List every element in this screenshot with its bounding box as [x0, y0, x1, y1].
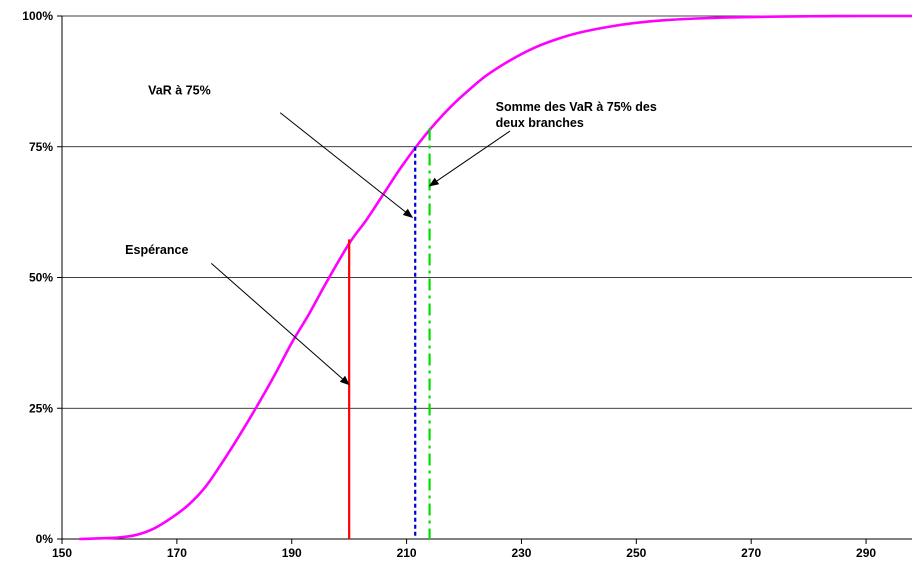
x-tick-label: 170 — [167, 546, 187, 560]
series-layer — [79, 14, 913, 541]
cdf-series-line — [79, 14, 913, 541]
annotations: Espérance VaR à 75% Somme des VaR à 75% de… — [125, 83, 657, 386]
x-tick-label: 290 — [856, 546, 876, 560]
annotation-var75-arrow — [279, 112, 414, 218]
y-tick-label: 25% — [29, 401, 53, 415]
y-tick-label: 50% — [29, 271, 53, 285]
annotation-sum-var75-text: deux branches — [496, 116, 584, 130]
x-tick-label: 270 — [741, 546, 761, 560]
x-tick-label: 250 — [626, 546, 646, 560]
x-tick-label: 210 — [397, 546, 417, 560]
x-tick-label: 230 — [511, 546, 531, 560]
axes: 0% 25% 50% 75% 100% 150 170 190 210 230 250 270 290 — [22, 9, 912, 560]
y-tick-label: 0% — [36, 532, 54, 546]
y-tick-label: 75% — [29, 140, 53, 154]
x-tick-label: 150 — [52, 546, 72, 560]
annotation-sum-var75-text: Somme des VaR à 75% des — [496, 100, 657, 114]
annotation-esperance-text: Espérance — [125, 243, 188, 257]
x-tick-label: 190 — [282, 546, 302, 560]
reference-lines — [348, 128, 431, 539]
annotation-esperance-arrow — [210, 263, 350, 386]
y-tick-label: 100% — [22, 9, 53, 23]
annotation-sum-var75-arrow — [428, 130, 511, 187]
annotation-var75-text: VaR à 75% — [148, 83, 211, 97]
